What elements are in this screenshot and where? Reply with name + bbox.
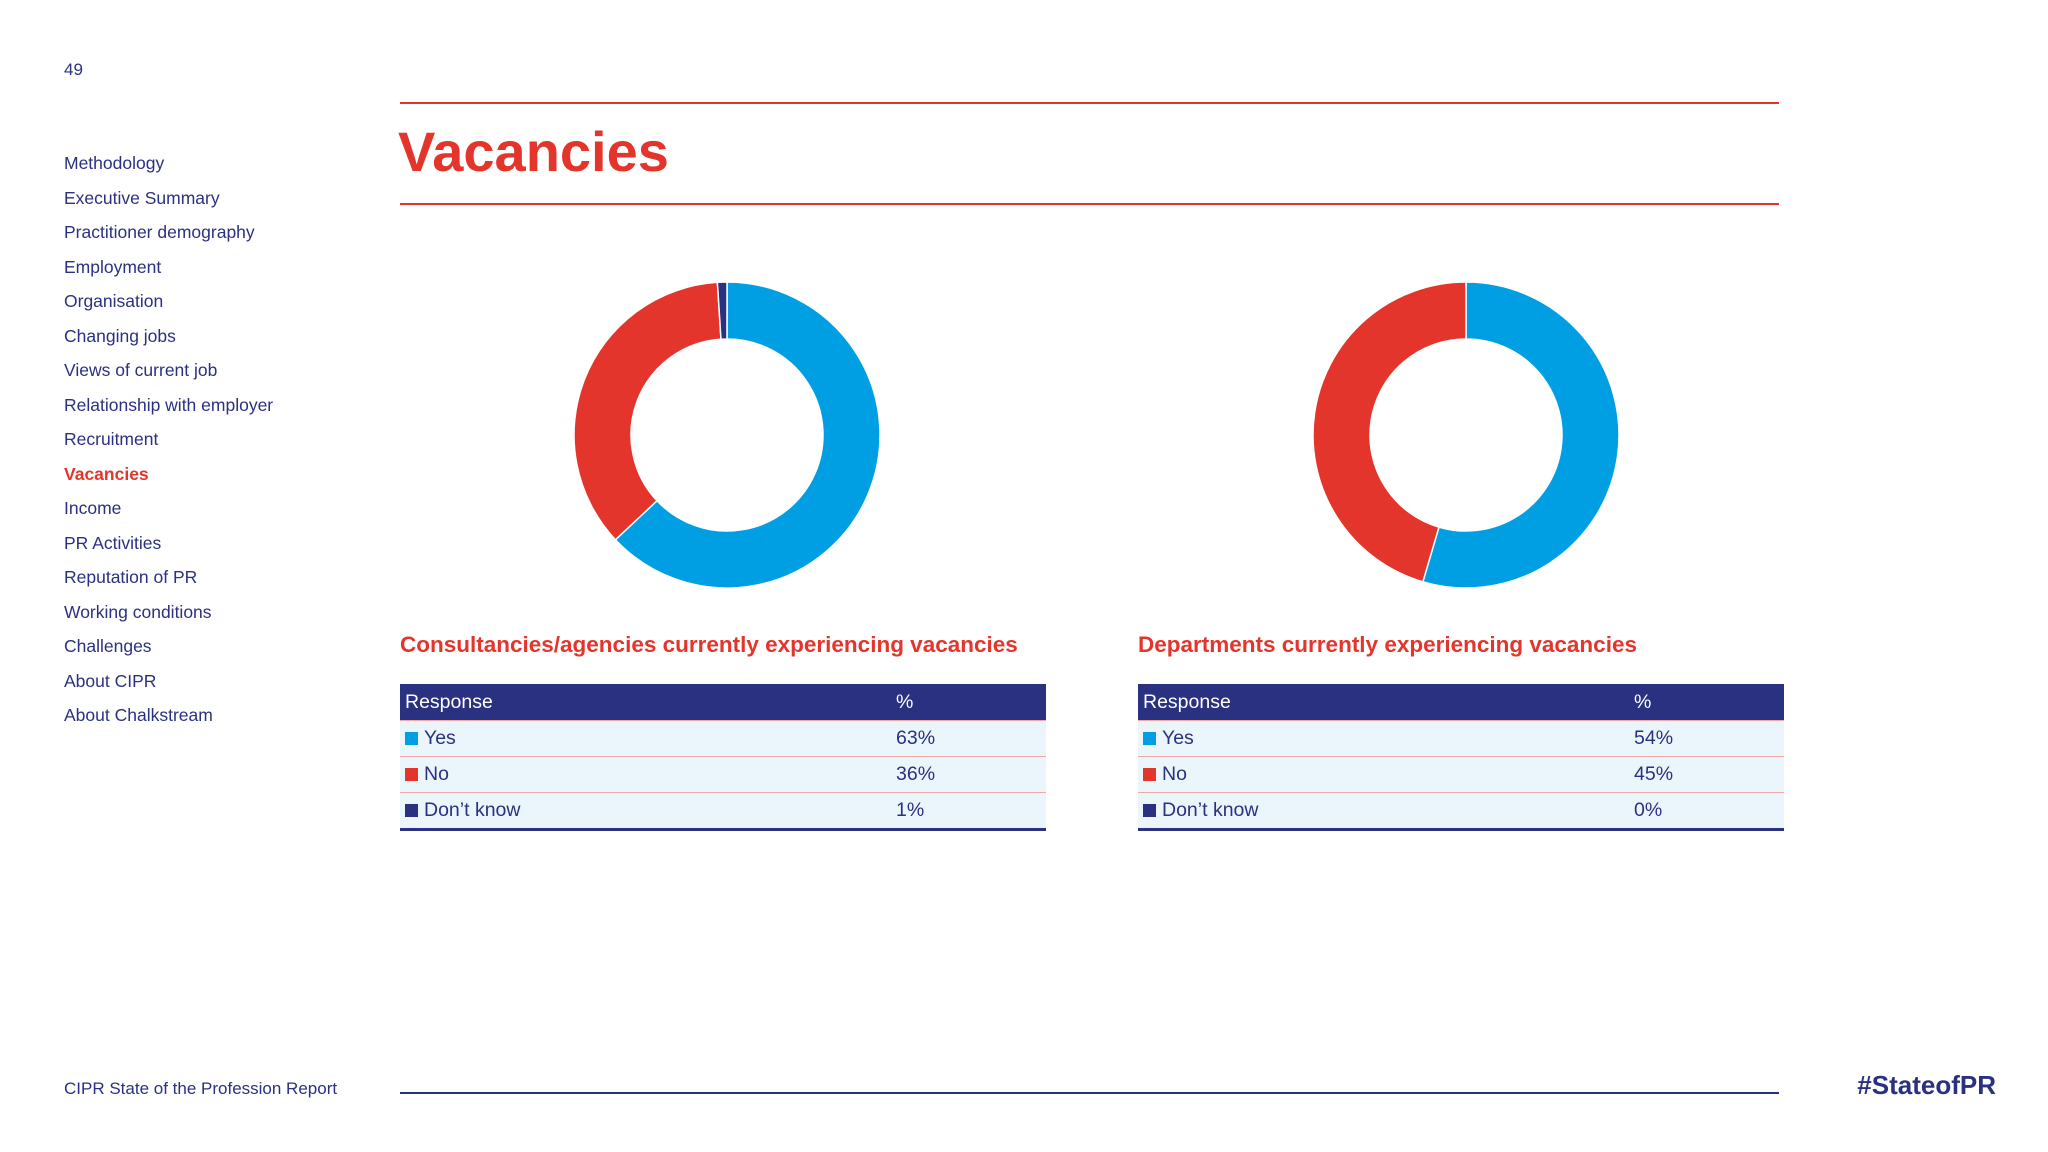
donut-slice-don-t-know bbox=[716, 281, 728, 340]
sidebar-item-changing-jobs[interactable]: Changing jobs bbox=[64, 325, 176, 346]
donut-slice-yes bbox=[614, 281, 881, 589]
response-label: Yes bbox=[424, 727, 456, 749]
percent-cell: 36% bbox=[891, 756, 1046, 793]
response-cell: Don’t know bbox=[400, 792, 891, 830]
percent-cell: 45% bbox=[1629, 756, 1784, 793]
donut-slice-no bbox=[1312, 281, 1467, 583]
legend-swatch bbox=[1143, 768, 1156, 781]
sidebar-item-recruitment[interactable]: Recruitment bbox=[64, 429, 159, 449]
sidebar-nav: Methodology Executive Summary Practitioner… bbox=[64, 146, 324, 733]
response-cell: No bbox=[1138, 756, 1629, 793]
sidebar-item-pr-activities[interactable]: PR Activities bbox=[64, 532, 162, 553]
header-response: Response bbox=[400, 684, 891, 721]
percent-cell: 0% bbox=[1629, 792, 1784, 830]
table-header-row: Response % bbox=[1138, 684, 1784, 721]
legend-swatch bbox=[1143, 804, 1156, 817]
table-consultancies: Response % Yes 63% No 36% Don’t know 1% bbox=[400, 684, 1046, 831]
sidebar-item-vacancies[interactable]: Vacancies bbox=[64, 463, 149, 484]
header-percent: % bbox=[1629, 684, 1784, 721]
header-percent: % bbox=[891, 684, 1046, 721]
response-cell: No bbox=[400, 756, 891, 793]
response-cell: Don’t know bbox=[1138, 792, 1629, 830]
legend-swatch bbox=[405, 732, 418, 745]
response-label: Don’t know bbox=[1162, 799, 1259, 821]
footer-hashtag: #StateofPR bbox=[1857, 1070, 1996, 1100]
legend-swatch bbox=[405, 768, 418, 781]
sidebar-item-challenges[interactable]: Challenges bbox=[64, 636, 152, 656]
percent-cell: 63% bbox=[891, 720, 1046, 757]
sidebar-item-executive-summary[interactable]: Executive Summary bbox=[64, 187, 220, 208]
table-row: Yes 54% bbox=[1138, 720, 1784, 757]
percent-cell: 54% bbox=[1629, 720, 1784, 757]
header-response: Response bbox=[1138, 684, 1629, 721]
sidebar-item-practitioner-demography[interactable]: Practitioner demography bbox=[64, 222, 255, 242]
sidebar-item-reputation-of-pr[interactable]: Reputation of PR bbox=[64, 567, 198, 587]
response-label: No bbox=[1162, 763, 1187, 785]
table-departments: Response % Yes 54% No 45% Don’t know 0% bbox=[1138, 684, 1784, 831]
chart-title-consultancies: Consultancies/agencies currently experie… bbox=[400, 632, 1018, 657]
footer-report-name: CIPR State of the Profession Report bbox=[64, 1079, 338, 1098]
donut-chart-departments bbox=[1312, 281, 1620, 589]
table-header-row: Response % bbox=[400, 684, 1046, 721]
response-cell: Yes bbox=[1138, 720, 1629, 757]
response-label: No bbox=[424, 763, 449, 785]
sidebar-item-relationship-with-employer[interactable]: Relationship with employer bbox=[64, 394, 274, 415]
sidebar-item-views-of-current-job[interactable]: Views of current job bbox=[64, 360, 218, 380]
sidebar-item-income[interactable]: Income bbox=[64, 498, 122, 518]
response-label: Yes bbox=[1162, 727, 1194, 749]
footer-rule bbox=[400, 1092, 1779, 1094]
sidebar-item-organisation[interactable]: Organisation bbox=[64, 291, 164, 311]
donut-chart-consultancies bbox=[573, 281, 881, 589]
page-title: Vacancies bbox=[398, 120, 669, 183]
sidebar-item-methodology[interactable]: Methodology bbox=[64, 153, 165, 173]
sidebar-item-employment[interactable]: Employment bbox=[64, 256, 162, 277]
table-row: Yes 63% bbox=[400, 720, 1046, 757]
legend-swatch bbox=[1143, 732, 1156, 745]
sidebar-item-about-cipr[interactable]: About CIPR bbox=[64, 670, 157, 691]
donut-slice-no bbox=[573, 281, 722, 541]
page-number: 49 bbox=[64, 60, 83, 79]
response-label: Don’t know bbox=[424, 799, 521, 821]
title-bottom-rule bbox=[400, 203, 1779, 205]
sidebar-item-about-chalkstream[interactable]: About Chalkstream bbox=[64, 705, 213, 725]
title-top-rule bbox=[400, 102, 1779, 104]
sidebar-item-working-conditions[interactable]: Working conditions bbox=[64, 601, 212, 622]
percent-cell: 1% bbox=[891, 792, 1046, 830]
table-row: Don’t know 0% bbox=[1138, 792, 1784, 830]
table-row: No 36% bbox=[400, 756, 1046, 793]
legend-swatch bbox=[405, 804, 418, 817]
table-row: No 45% bbox=[1138, 756, 1784, 793]
table-row: Don’t know 1% bbox=[400, 792, 1046, 830]
response-cell: Yes bbox=[400, 720, 891, 757]
chart-title-departments: Departments currently experiencing vacan… bbox=[1138, 632, 1637, 657]
donut-slice-yes bbox=[1421, 281, 1620, 589]
